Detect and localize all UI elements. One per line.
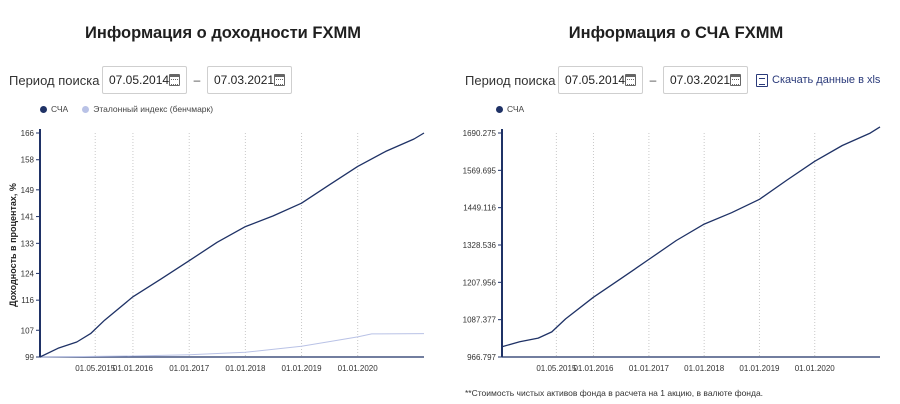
legend-dot-icon [82, 105, 90, 113]
nav-panel-title: Информация о СЧА FXMM [568, 24, 784, 42]
date-from-input[interactable]: 07.05.2014 [558, 66, 643, 94]
period-label: Период поиска [465, 72, 556, 88]
legend-label: СЧА [51, 104, 69, 114]
calendar-icon[interactable] [625, 74, 636, 86]
y-tick-label: 1690.275 [463, 129, 497, 138]
date-to-value: 07.03.2021 [214, 73, 275, 87]
date-range-dash: – [649, 73, 657, 87]
x-tick-label: 01.01.2020 [338, 364, 379, 373]
x-tick-label: 01.01.2017 [629, 364, 670, 373]
series-line [501, 126, 881, 348]
period-label: Период поиска [9, 72, 100, 88]
yield-panel: Информация о доходности FXMM Период поис… [8, 24, 425, 373]
series-line [39, 132, 425, 358]
nav-panel: Информация о СЧА FXMM Период поиска 07.0… [452, 0, 900, 404]
y-tick-label: 107 [21, 326, 35, 335]
download-xls-label: Скачать данные в xls [772, 74, 881, 86]
y-tick-label: 1569.695 [463, 166, 497, 175]
download-xls-link[interactable]: Скачать данные в xls [756, 73, 881, 87]
y-tick-label: 166 [21, 129, 35, 138]
x-tick-label: 01.05.2015 [536, 364, 577, 373]
legend-item-nav[interactable]: СЧА [40, 104, 68, 114]
x-tick-label: 01.01.2017 [169, 364, 210, 373]
y-tick-label: 966.797 [467, 353, 496, 362]
x-tick-label: 01.01.2020 [795, 364, 836, 373]
x-tick-label: 01.01.2019 [282, 364, 323, 373]
x-tick-label: 01.05.2015 [75, 364, 116, 373]
y-tick-label: 124 [21, 269, 35, 278]
y-tick-label: 1449.116 [463, 204, 496, 213]
date-from-value: 07.05.2014 [109, 73, 170, 87]
y-tick-label: 158 [21, 156, 35, 165]
y-tick-label: 1087.377 [463, 316, 497, 325]
legend-item-nav[interactable]: СЧА [496, 104, 524, 114]
series-line [39, 333, 425, 358]
date-to-input[interactable]: 07.03.2021 [207, 66, 292, 94]
y-tick-label: 141 [21, 213, 35, 222]
x-tick-label: 01.01.2018 [684, 364, 725, 373]
yield-panel-title: Информация о доходности FXMM [85, 24, 361, 42]
calendar-icon[interactable] [169, 74, 180, 86]
y-tick-label: 99 [25, 353, 34, 362]
date-from-value: 07.05.2014 [565, 73, 626, 87]
x-tick-label: 01.01.2016 [113, 364, 154, 373]
nav-chart-legend: СЧА [496, 104, 538, 114]
legend-dot-icon [40, 105, 47, 113]
y-axis-title: Доходность в процентах, % [8, 183, 18, 307]
legend-item-benchmark[interactable]: Эталонный индекс (бенчмарк) [82, 104, 213, 114]
footnote: **Стоимость чистых активов фонда в расче… [465, 388, 764, 398]
y-tick-label: 149 [21, 186, 35, 195]
yield-chart-legend: СЧА Эталонный индекс (бенчмарк) [40, 104, 227, 114]
date-to-value: 07.03.2021 [670, 73, 731, 87]
legend-label: Эталонный индекс (бенчмарк) [93, 104, 214, 114]
yield-period-row: Период поиска 07.05.2014 – 07.03.2021 [9, 66, 292, 94]
date-from-input[interactable]: 07.05.2014 [102, 66, 187, 94]
legend-dot-icon [496, 105, 503, 113]
xls-file-icon [756, 73, 768, 87]
date-range-dash: – [193, 73, 201, 87]
x-tick-label: 01.01.2016 [573, 364, 614, 373]
nav-period-row: Период поиска 07.05.2014 – 07.03.2021 Ск… [465, 66, 880, 94]
x-tick-label: 01.01.2018 [225, 364, 266, 373]
legend-label: СЧА [507, 104, 525, 114]
calendar-icon[interactable] [730, 74, 741, 86]
date-to-input[interactable]: 07.03.2021 [663, 66, 748, 94]
y-tick-label: 1328.536 [463, 241, 497, 250]
y-tick-label: 133 [21, 239, 35, 248]
y-tick-label: 116 [21, 296, 34, 305]
x-tick-label: 01.01.2019 [739, 364, 780, 373]
y-tick-label: 1207.956 [463, 278, 497, 287]
calendar-icon[interactable] [274, 74, 285, 86]
